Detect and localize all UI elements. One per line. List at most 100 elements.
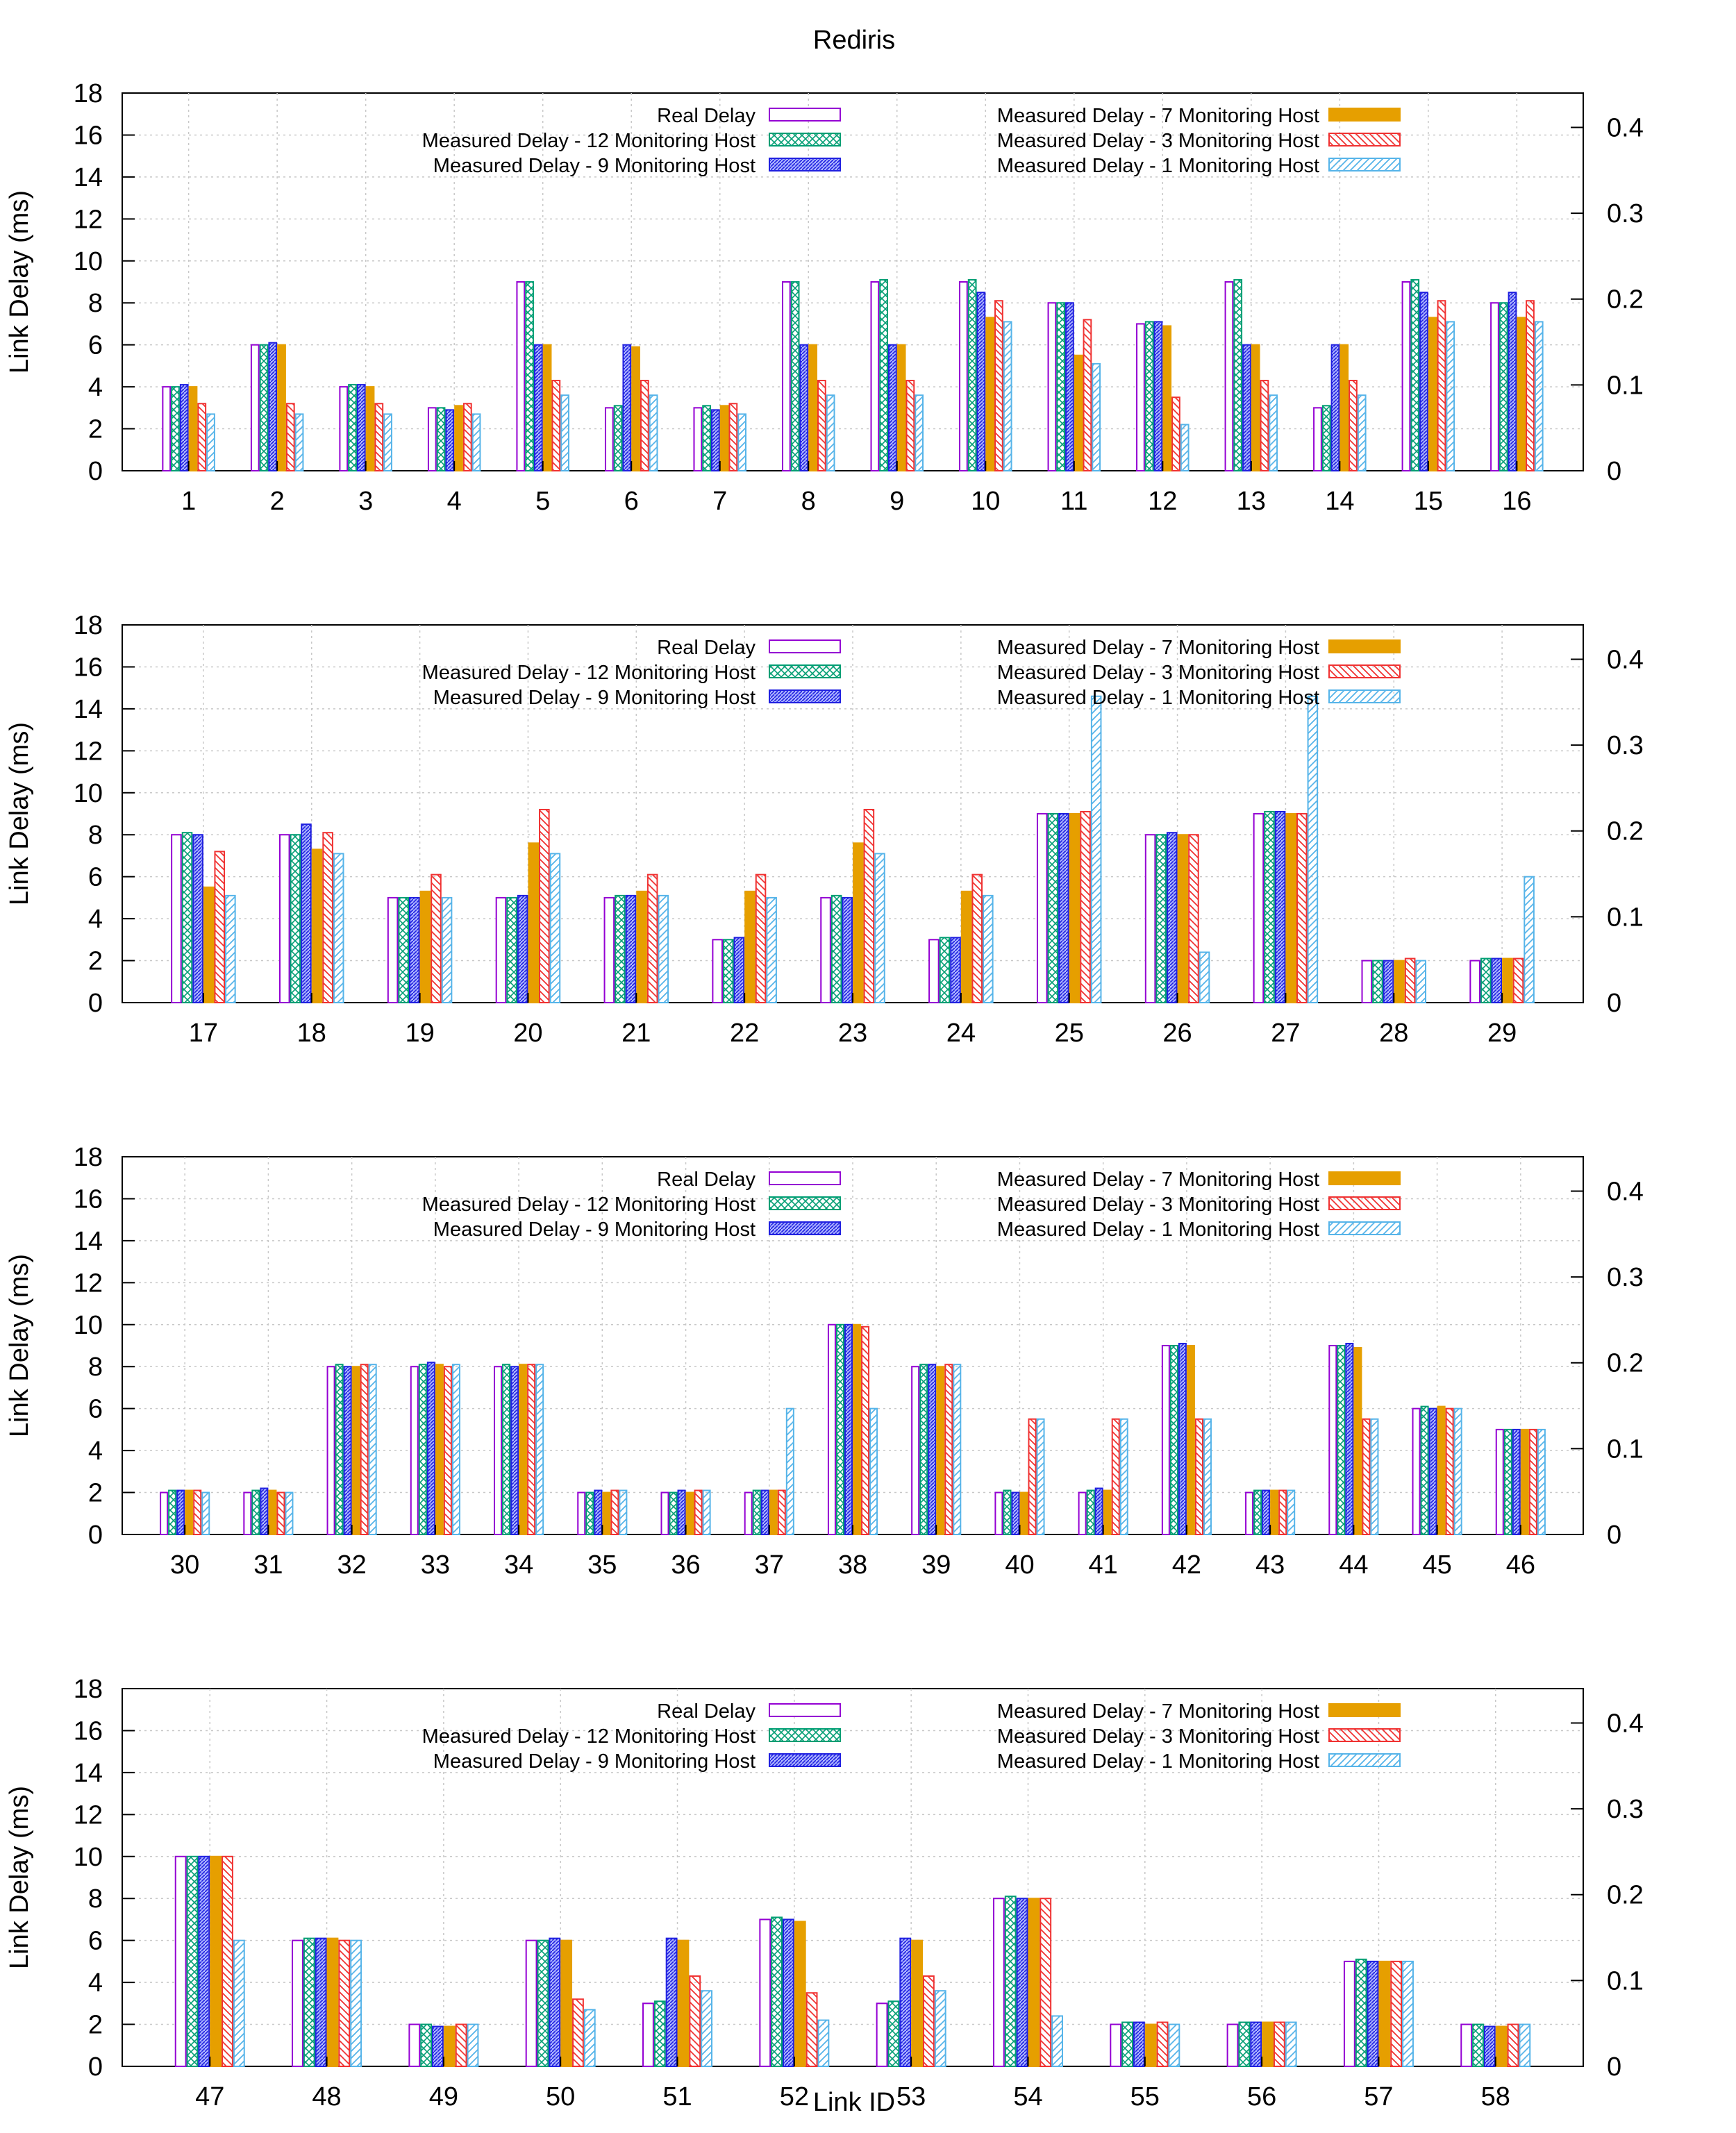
bar-link-15-measured-delay-12-monitoring-host [1410, 278, 1420, 471]
bar-link-37-measured-delay-12-monitoring-host [752, 1489, 761, 1536]
bar-link-38-measured-delay-7-monitoring-host [853, 1323, 862, 1536]
legend-item-measured-delay-3-monitoring-host: Measured Delay - 3 Monitoring Host [997, 130, 1401, 152]
legend-swatch [769, 1728, 841, 1742]
x-tick-label: 42 [1172, 1550, 1201, 1580]
bar-link-16-measured-delay-3-monitoring-host [1526, 300, 1535, 472]
bar-link-41-measured-delay-7-monitoring-host [1103, 1489, 1112, 1536]
bar-link-25-measured-delay-9-monitoring-host [1058, 813, 1069, 1003]
bar-link-20-measured-delay-1-monitoring-host [549, 853, 561, 1004]
bar-link-36-measured-delay-1-monitoring-host [702, 1489, 711, 1536]
bar-link-1-measured-delay-12-monitoring-host [171, 386, 180, 471]
bar-link-57-real-delay [1343, 1960, 1355, 2068]
series-measured-delay-7-monitoring-host [188, 317, 1526, 472]
bar-link-55-measured-delay-9-monitoring-host [1133, 2021, 1145, 2068]
legend-label: Measured Delay - 12 Monitoring Host [422, 1194, 756, 1216]
bar-link-15-measured-delay-7-monitoring-host [1428, 317, 1437, 471]
bar-link-4-measured-delay-3-monitoring-host [462, 403, 472, 471]
bar-link-1-real-delay [162, 386, 172, 471]
bar-link-32-measured-delay-1-monitoring-host [368, 1364, 377, 1535]
x-tick-label: 12 [1148, 487, 1177, 516]
bar-link-31-measured-delay-1-monitoring-host [285, 1491, 294, 1536]
bar-link-56-real-delay [1226, 2023, 1239, 2068]
legend-swatch [1328, 133, 1401, 147]
bar-link-13-measured-delay-12-monitoring-host [1233, 278, 1243, 471]
bar-link-4-real-delay [427, 407, 437, 471]
bar-link-8-measured-delay-3-monitoring-host [817, 380, 826, 471]
bar-link-20-measured-delay-12-monitoring-host [506, 896, 517, 1004]
x-tick-label: 27 [1271, 1019, 1300, 1048]
x-axis-title: Link ID [813, 2088, 895, 2117]
bar-link-27-measured-delay-1-monitoring-host [1307, 695, 1319, 1003]
bar-link-37-measured-delay-7-monitoring-host [769, 1489, 778, 1536]
x-tick-label: 29 [1487, 1019, 1517, 1048]
y-tick-label: 14 [74, 163, 103, 192]
bar-link-18-measured-delay-3-monitoring-host [322, 832, 333, 1003]
x-tick-label: 50 [546, 2082, 575, 2111]
bar-link-31-measured-delay-9-monitoring-host [260, 1487, 269, 1536]
bar-link-5-measured-delay-3-monitoring-host [551, 380, 561, 471]
x-tick-label: 2 [270, 487, 285, 516]
bar-link-47-measured-delay-9-monitoring-host [198, 1855, 210, 2068]
x-tick-label: 3 [358, 487, 373, 516]
bar-link-5-measured-delay-12-monitoring-host [525, 281, 534, 471]
legend-label: Measured Delay - 3 Monitoring Host [997, 130, 1319, 152]
y-tick-label: 6 [88, 1395, 103, 1424]
bar-link-32-measured-delay-12-monitoring-host [335, 1364, 344, 1535]
legend-swatch [1328, 1728, 1401, 1742]
bar-link-26-measured-delay-12-monitoring-host [1155, 834, 1167, 1003]
bar-link-26-real-delay [1144, 834, 1156, 1003]
bar-link-7-measured-delay-12-monitoring-host [702, 405, 711, 471]
legend-item-measured-delay-7-monitoring-host: Measured Delay - 7 Monitoring Host [997, 1700, 1401, 1723]
x-tick-label: 55 [1130, 2082, 1160, 2111]
bar-link-23-measured-delay-7-monitoring-host [853, 842, 864, 1004]
x-tick-label: 28 [1379, 1019, 1408, 1048]
bar-link-6-measured-delay-9-monitoring-host [622, 344, 632, 471]
y-tick-label: 4 [88, 1437, 103, 1466]
legend-label: Measured Delay - 12 Monitoring Host [422, 1725, 756, 1748]
bar-link-4-measured-delay-1-monitoring-host [471, 413, 481, 472]
x-tick-label: 22 [730, 1019, 759, 1048]
x-tick-label: 38 [838, 1550, 867, 1580]
bar-link-58-measured-delay-3-monitoring-host [1507, 2023, 1519, 2068]
bar-link-10-measured-delay-7-monitoring-host [985, 317, 995, 471]
legend-swatch [1328, 689, 1401, 703]
bar-link-45-measured-delay-1-monitoring-host [1453, 1407, 1462, 1535]
bar-link-46-measured-delay-7-monitoring-host [1520, 1428, 1529, 1536]
bar-link-3-real-delay [339, 386, 349, 471]
bar-link-52-real-delay [759, 1918, 771, 2067]
bar-link-38-measured-delay-3-monitoring-host [861, 1325, 870, 1536]
x-tick-label: 13 [1237, 487, 1266, 516]
bar-link-45-measured-delay-9-monitoring-host [1428, 1407, 1437, 1535]
bar-link-31-real-delay [243, 1491, 252, 1536]
x-tick-label: 39 [921, 1550, 951, 1580]
x-tick-label: 36 [671, 1550, 700, 1580]
bar-link-56-measured-delay-1-monitoring-host [1285, 2021, 1297, 2068]
bar-link-49-measured-delay-3-monitoring-host [455, 2023, 467, 2068]
legend-swatch [769, 1196, 841, 1210]
bar-link-16-real-delay [1490, 302, 1499, 471]
y-tick-label: 0 [88, 989, 103, 1018]
y2-tick-label: 0.4 [1607, 1177, 1644, 1206]
y2-tick-label: 0.3 [1607, 731, 1644, 760]
bar-link-34-real-delay [494, 1366, 503, 1535]
series-measured-delay-12-monitoring-host [186, 1855, 1484, 2068]
bar-link-21-measured-delay-7-monitoring-host [636, 890, 647, 1004]
bar-link-41-measured-delay-3-monitoring-host [1111, 1418, 1120, 1536]
y-tick-label: 2 [88, 947, 103, 976]
bar-link-50-real-delay [525, 1939, 537, 2068]
legend-swatch [769, 639, 841, 653]
y-tick-label: 14 [74, 695, 103, 724]
bar-link-58-measured-delay-7-monitoring-host [1495, 2025, 1508, 2068]
y2-tick-label: 0.3 [1607, 1795, 1644, 1824]
legend-swatch [1328, 1221, 1401, 1235]
bar-link-53-measured-delay-9-monitoring-host [899, 1937, 912, 2068]
legend-label: Real Delay [657, 105, 756, 127]
y-tick-label: 10 [74, 779, 103, 808]
y2-tick-label: 0.1 [1607, 371, 1644, 400]
bar-link-1-measured-delay-3-monitoring-host [197, 403, 207, 471]
bar-link-25-measured-delay-12-monitoring-host [1047, 813, 1059, 1003]
legend-label: Real Delay [657, 1169, 756, 1191]
bar-link-44-measured-delay-1-monitoring-host [1370, 1418, 1379, 1536]
bar-link-46-measured-delay-12-monitoring-host [1503, 1428, 1512, 1536]
